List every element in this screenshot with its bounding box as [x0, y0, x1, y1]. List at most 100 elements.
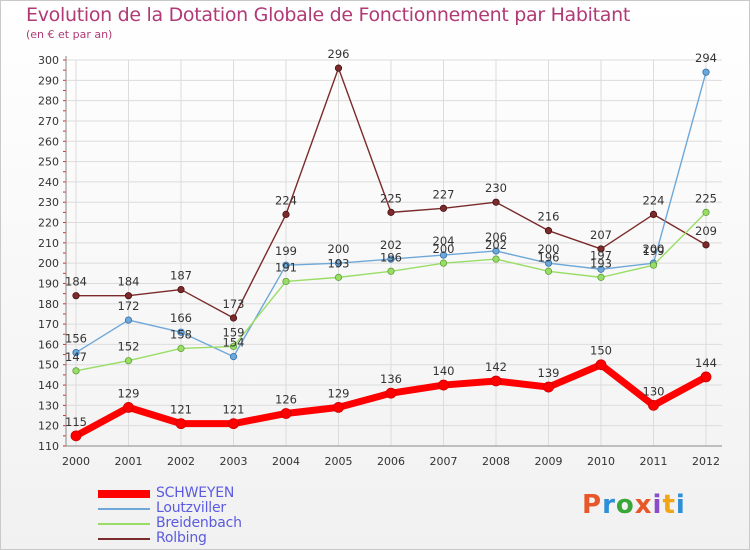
data-point-loutzviller-2008: [492, 247, 500, 255]
y-tick-label-210: 210: [38, 237, 59, 250]
x-tick-label-2008: 2008: [482, 455, 510, 468]
data-point-schweyen-2005: [333, 401, 344, 413]
legend-item-rolbing: Rolbing: [98, 531, 242, 546]
x-tick-label-2009: 2009: [535, 455, 563, 468]
data-label-rolbing-2002: 187: [170, 269, 192, 283]
data-label-rolbing-2010: 207: [590, 228, 612, 242]
data-point-schweyen-2000: [70, 430, 82, 442]
data-label-breidenbach-2007: 200: [433, 242, 455, 256]
y-tick-label-140: 140: [38, 379, 59, 392]
data-point-schweyen-2002: [175, 418, 187, 430]
data-label-schweyen-2000: 115: [65, 415, 87, 429]
data-point-breidenbach-2004: [282, 277, 290, 286]
y-tick-label-180: 180: [38, 298, 59, 311]
y-tick-label-290: 290: [38, 74, 59, 87]
chart-subtitle: (en € et par an): [26, 28, 113, 41]
data-point-breidenbach-2012: [702, 208, 710, 216]
data-label-loutzviller-2007: 204: [433, 234, 455, 248]
legend-item-breidenbach: Breidenbach: [98, 516, 242, 531]
data-point-rolbing-2001: [124, 292, 133, 300]
data-label-rolbing-2007: 227: [433, 187, 455, 201]
data-point-breidenbach-2005: [334, 273, 343, 281]
data-point-schweyen-2001: [123, 401, 134, 413]
data-point-rolbing-2003: [229, 314, 238, 322]
data-point-loutzviller-2009: [544, 259, 553, 267]
data-label-loutzviller-2008: 206: [485, 230, 507, 244]
data-label-loutzviller-2010: 197: [590, 248, 612, 262]
data-label-schweyen-2001: 129: [118, 386, 140, 400]
data-label-loutzviller-2002: 166: [170, 311, 192, 325]
chart-legend: SCHWEYEN Loutzviller Breidenbach Rolbing: [98, 486, 242, 546]
data-point-rolbing-2004: [282, 210, 290, 218]
y-tick-label-150: 150: [38, 359, 59, 372]
legend-swatch-rolbing: [98, 537, 150, 540]
x-tick-label-2010: 2010: [587, 455, 615, 468]
proxiti-logo: Proxiti: [582, 490, 686, 520]
data-label-schweyen-2004: 126: [275, 392, 297, 406]
data-point-rolbing-2007: [439, 204, 448, 212]
data-label-schweyen-2002: 121: [170, 403, 192, 417]
data-label-breidenbach-2008: 202: [485, 238, 507, 252]
data-label-schweyen-2009: 139: [538, 366, 560, 380]
y-tick-label-200: 200: [38, 257, 59, 270]
data-point-rolbing-2005: [334, 64, 343, 72]
data-label-breidenbach-2002: 158: [170, 327, 192, 341]
data-point-breidenbach-2010: [597, 273, 605, 281]
legend-swatch-breidenbach: [98, 522, 150, 525]
data-label-schweyen-2005: 129: [328, 386, 350, 400]
data-point-rolbing-2006: [387, 208, 395, 216]
data-point-rolbing-2000: [72, 292, 80, 300]
y-tick-label-260: 260: [38, 135, 59, 148]
data-label-loutzviller-2009: 200: [538, 242, 560, 256]
data-point-rolbing-2002: [177, 285, 185, 294]
y-tick-label-170: 170: [38, 318, 59, 331]
data-label-rolbing-2005: 296: [328, 47, 350, 61]
data-point-schweyen-2003: [228, 418, 239, 430]
data-label-rolbing-2000: 184: [65, 275, 87, 289]
data-label-loutzviller-2012: 294: [695, 51, 717, 65]
data-point-loutzviller-2003: [229, 353, 238, 361]
data-point-schweyen-2007: [438, 379, 449, 391]
data-label-loutzviller-2003: 154: [223, 336, 245, 350]
data-point-loutzviller-2000: [72, 348, 80, 357]
data-label-rolbing-2008: 230: [485, 181, 507, 195]
data-label-schweyen-2011: 130: [643, 384, 665, 398]
y-tick-label-130: 130: [38, 399, 59, 412]
data-label-loutzviller-2001: 172: [118, 299, 140, 313]
data-label-breidenbach-2011: 199: [643, 244, 665, 258]
data-point-breidenbach-2000: [72, 367, 80, 375]
data-point-breidenbach-2008: [492, 255, 500, 263]
data-point-schweyen-2004: [280, 408, 292, 419]
data-point-schweyen-2008: [490, 375, 502, 387]
data-label-schweyen-2010: 150: [590, 344, 612, 358]
y-tick-label-160: 160: [38, 338, 59, 351]
x-tick-label-2000: 2000: [62, 455, 90, 468]
data-label-breidenbach-2001: 152: [118, 340, 140, 354]
data-label-schweyen-2008: 142: [485, 360, 507, 374]
data-label-breidenbach-2012: 225: [695, 191, 717, 205]
data-point-loutzviller-2007: [439, 251, 448, 259]
data-point-loutzviller-2005: [334, 259, 343, 267]
chart-title: Evolution de la Dotation Globale de Fonc…: [26, 4, 631, 26]
data-point-loutzviller-2002: [177, 328, 185, 336]
data-label-breidenbach-2000: 147: [65, 350, 87, 364]
x-tick-label-2001: 2001: [115, 455, 143, 468]
data-point-rolbing-2011: [649, 210, 658, 218]
data-point-rolbing-2012: [702, 241, 710, 249]
data-label-rolbing-2012: 209: [695, 224, 717, 238]
data-point-schweyen-2010: [595, 359, 607, 371]
data-point-loutzviller-2006: [387, 255, 395, 263]
data-label-breidenbach-2009: 196: [538, 250, 560, 264]
x-tick-label-2012: 2012: [692, 455, 720, 468]
data-point-schweyen-2011: [648, 399, 659, 411]
data-label-rolbing-2003: 173: [223, 297, 245, 311]
y-tick-label-270: 270: [38, 115, 59, 128]
data-label-loutzviller-2005: 200: [328, 242, 350, 256]
data-label-breidenbach-2004: 191: [275, 260, 297, 274]
legend-label-breidenbach: Breidenbach: [156, 515, 242, 531]
data-label-rolbing-2006: 225: [380, 191, 402, 205]
data-point-breidenbach-2007: [439, 259, 448, 267]
data-label-breidenbach-2005: 193: [328, 256, 350, 270]
legend-label-schweyen: SCHWEYEN: [156, 485, 235, 501]
legend-item-loutzviller: Loutzviller: [98, 501, 242, 516]
